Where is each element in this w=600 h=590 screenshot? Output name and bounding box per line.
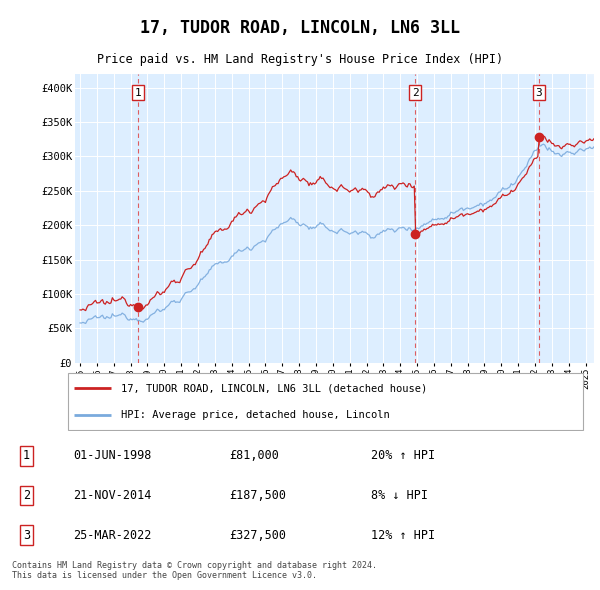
Text: Contains HM Land Registry data © Crown copyright and database right 2024.
This d: Contains HM Land Registry data © Crown c… (12, 560, 377, 580)
Text: 2: 2 (23, 489, 30, 502)
Text: Price paid vs. HM Land Registry's House Price Index (HPI): Price paid vs. HM Land Registry's House … (97, 54, 503, 67)
Text: 25-MAR-2022: 25-MAR-2022 (74, 529, 152, 542)
Text: 1: 1 (23, 450, 30, 463)
Text: £327,500: £327,500 (229, 529, 286, 542)
Text: HPI: Average price, detached house, Lincoln: HPI: Average price, detached house, Linc… (121, 411, 390, 420)
Text: 17, TUDOR ROAD, LINCOLN, LN6 3LL: 17, TUDOR ROAD, LINCOLN, LN6 3LL (140, 19, 460, 38)
Text: 12% ↑ HPI: 12% ↑ HPI (371, 529, 434, 542)
Text: 2: 2 (412, 87, 419, 97)
Text: £81,000: £81,000 (229, 450, 280, 463)
Text: 17, TUDOR ROAD, LINCOLN, LN6 3LL (detached house): 17, TUDOR ROAD, LINCOLN, LN6 3LL (detach… (121, 384, 428, 393)
Text: 20% ↑ HPI: 20% ↑ HPI (371, 450, 434, 463)
Text: 8% ↓ HPI: 8% ↓ HPI (371, 489, 428, 502)
Text: £187,500: £187,500 (229, 489, 286, 502)
Text: 21-NOV-2014: 21-NOV-2014 (74, 489, 152, 502)
Text: 3: 3 (23, 529, 30, 542)
Text: 3: 3 (536, 87, 542, 97)
Text: 01-JUN-1998: 01-JUN-1998 (74, 450, 152, 463)
Bar (586, 74, 594, 363)
FancyBboxPatch shape (68, 373, 583, 430)
Text: 1: 1 (134, 87, 141, 97)
